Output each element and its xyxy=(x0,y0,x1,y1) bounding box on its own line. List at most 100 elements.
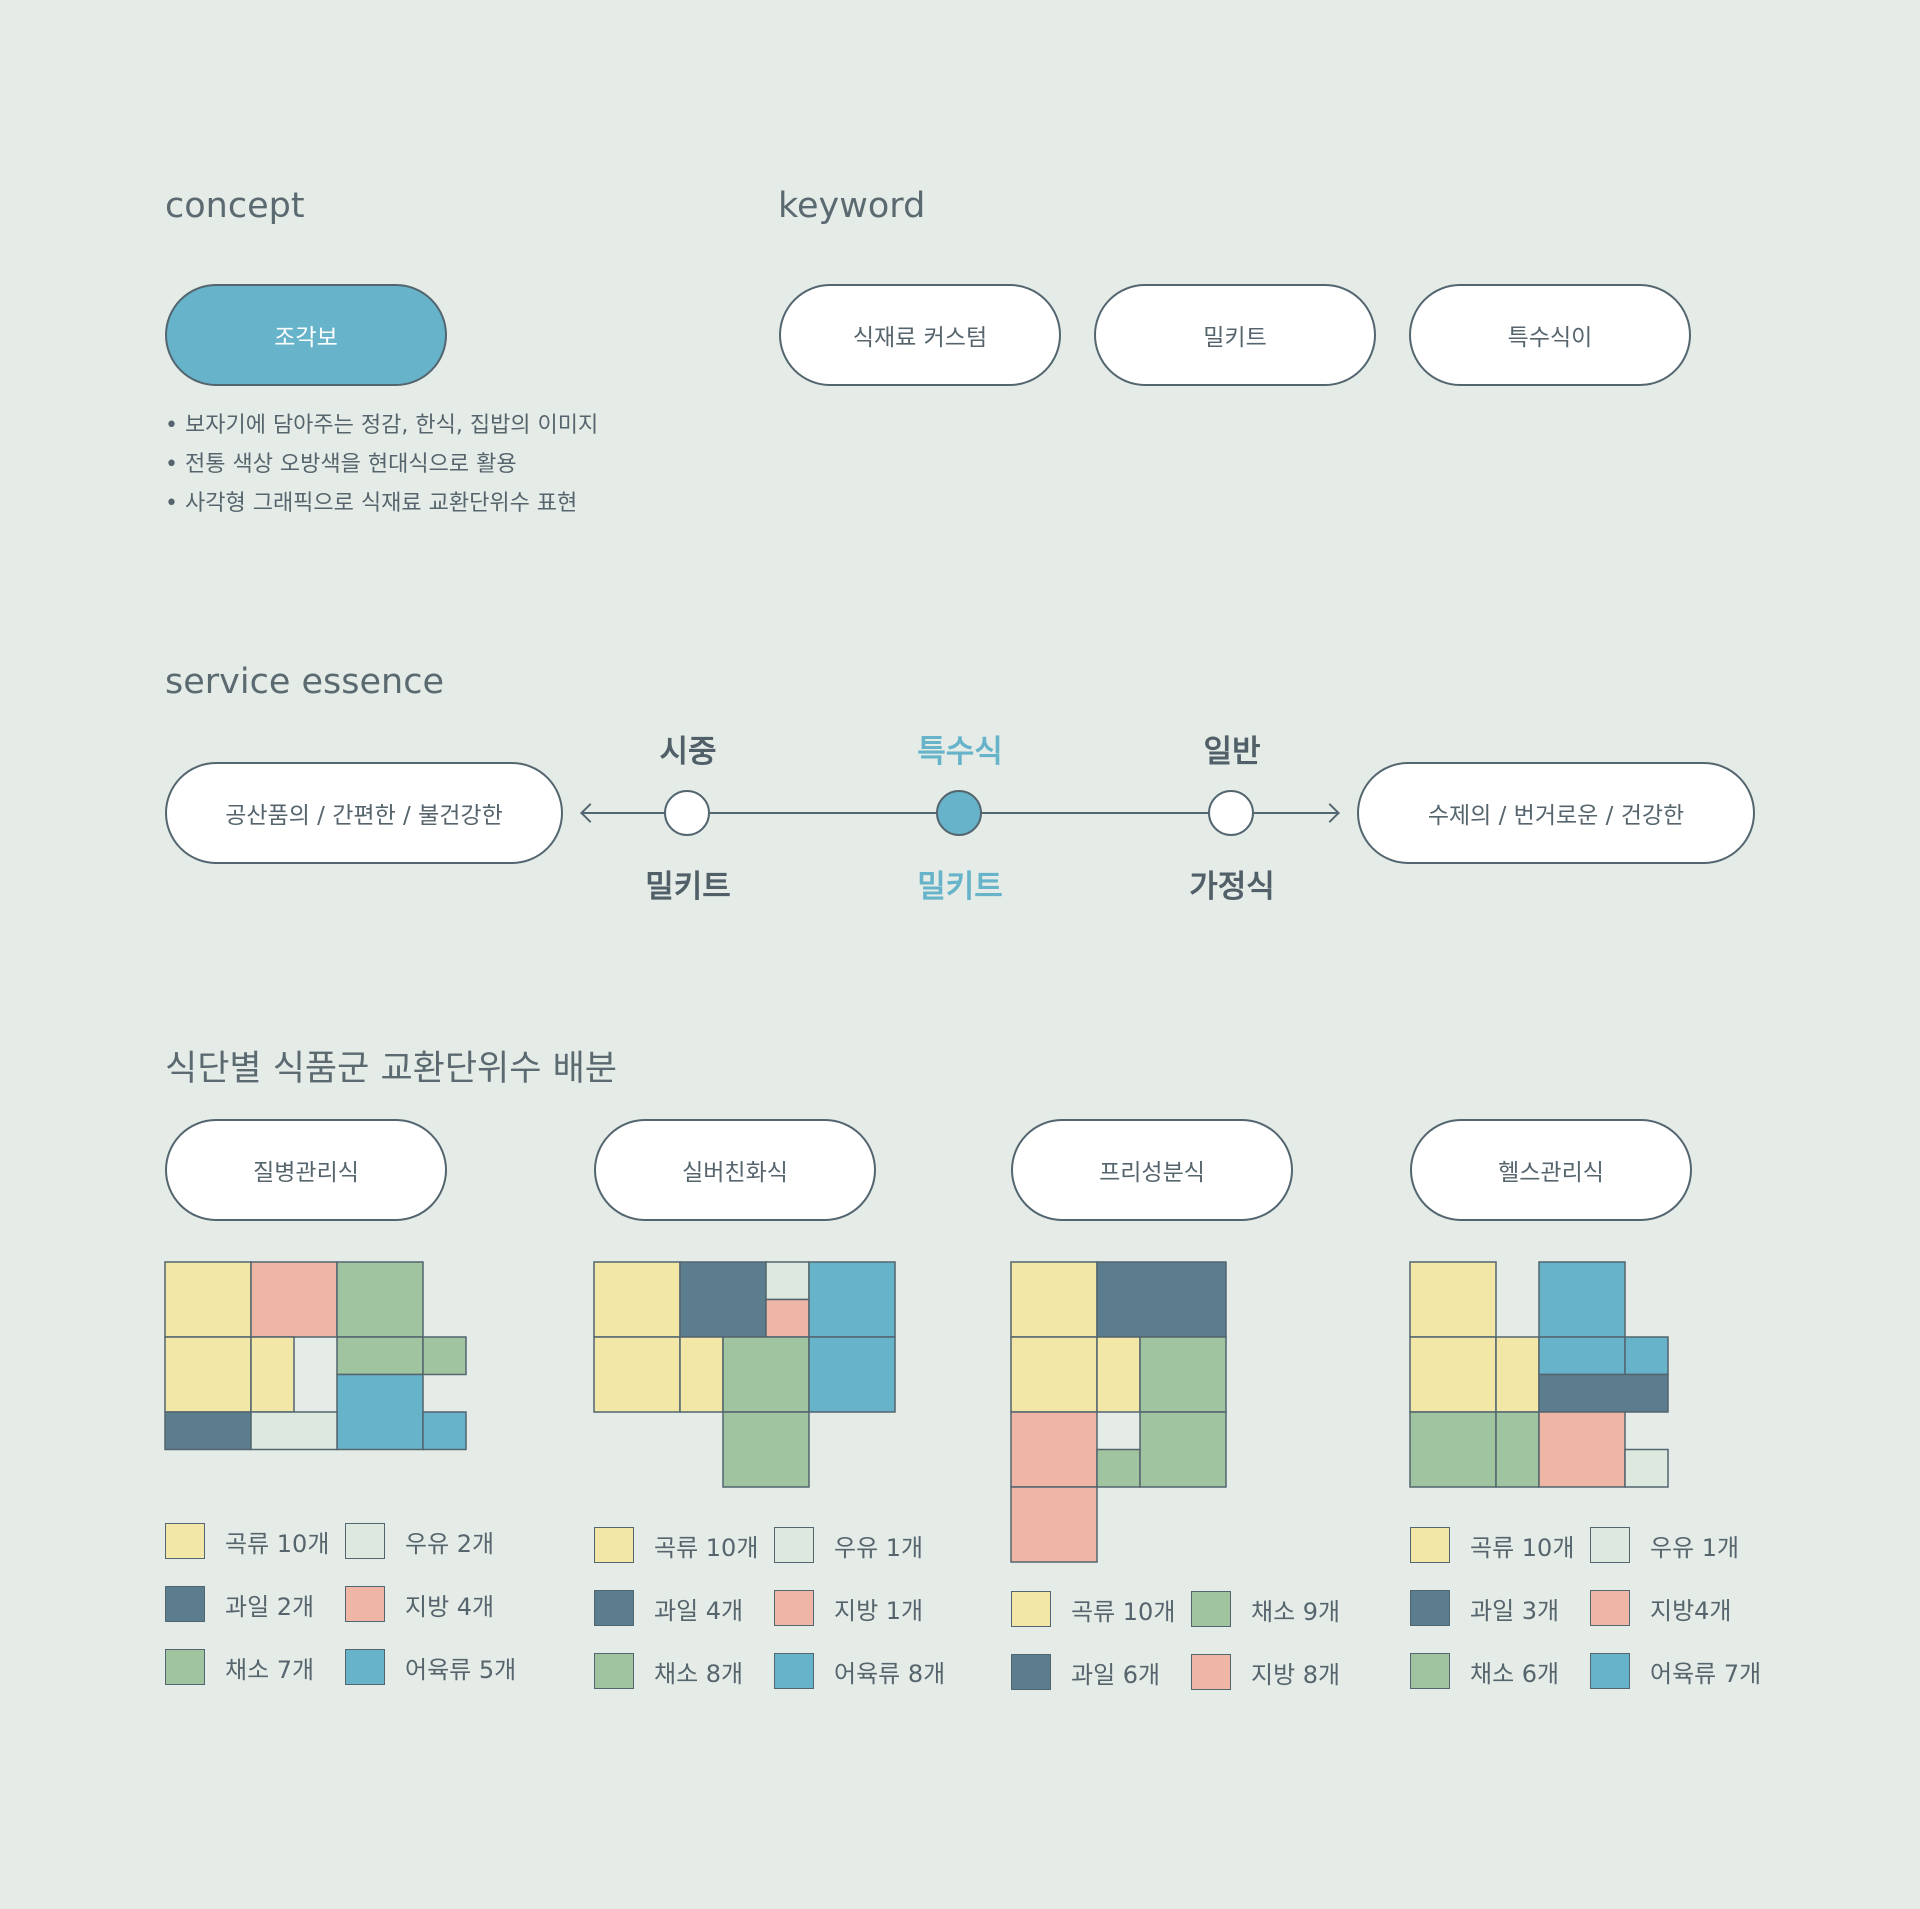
food-block-grain xyxy=(593,1336,681,1413)
diet-pill[interactable]: 헬스관리식 xyxy=(1410,1119,1692,1221)
legend-label: 채소 6개 xyxy=(1470,1659,1560,1688)
food-block-meat xyxy=(1624,1336,1669,1376)
food-block-veg xyxy=(336,1261,424,1338)
legend-item: 우유 1개 xyxy=(1590,1527,1739,1563)
legend-item: 곡류 10개 xyxy=(1011,1591,1175,1627)
legend-swatch-veg xyxy=(1410,1653,1450,1689)
legend-label: 지방 8개 xyxy=(1251,1660,1341,1689)
legend-label: 과일 2개 xyxy=(225,1592,315,1621)
food-block-dairy xyxy=(1624,1448,1669,1488)
legend-item: 곡류 10개 xyxy=(1410,1527,1574,1563)
food-block-fat xyxy=(250,1261,338,1338)
essence-right-pill: 수제의 / 번거로운 / 건강한 xyxy=(1357,762,1755,864)
food-block-fat xyxy=(765,1298,810,1338)
legend-swatch-grain xyxy=(594,1527,634,1563)
legend-swatch-dairy xyxy=(345,1523,385,1559)
legend-item: 우유 2개 xyxy=(345,1523,494,1559)
legend-item: 지방 8개 xyxy=(1191,1654,1340,1690)
legend-swatch-fat xyxy=(774,1590,814,1626)
food-block-meat xyxy=(422,1411,467,1451)
legend-item: 곡류 10개 xyxy=(594,1527,758,1563)
keyword-pill[interactable]: 특수식이 xyxy=(1409,284,1691,386)
food-block-dairy xyxy=(765,1261,810,1301)
essence-title: service essence xyxy=(165,662,444,702)
legend-item: 지방 4개 xyxy=(345,1586,494,1622)
legend-item: 채소 7개 xyxy=(165,1649,314,1685)
legend-swatch-meat xyxy=(774,1653,814,1689)
food-block-grain xyxy=(1010,1336,1098,1413)
legend-item: 지방4개 xyxy=(1590,1590,1732,1626)
legend-label: 채소 8개 xyxy=(654,1659,744,1688)
legend-swatch-dairy xyxy=(774,1527,814,1563)
food-block-fat xyxy=(1538,1411,1626,1488)
legend-label: 어육류 7개 xyxy=(1650,1659,1762,1688)
food-block-veg xyxy=(1139,1336,1227,1413)
keyword-pill[interactable]: 밀키트 xyxy=(1094,284,1376,386)
legend-item: 곡류 10개 xyxy=(165,1523,329,1559)
legend-label: 채소 7개 xyxy=(225,1655,315,1684)
legend-label: 어육류 5개 xyxy=(405,1655,517,1684)
food-block-veg xyxy=(722,1336,810,1413)
legend-label: 지방 4개 xyxy=(405,1592,495,1621)
diet-block-chart xyxy=(164,1261,467,1451)
essence-node-bottom-label: 밀키트 xyxy=(917,869,1003,905)
legend-swatch-fruit xyxy=(594,1590,634,1626)
legend-item: 과일 6개 xyxy=(1011,1654,1160,1690)
legend-swatch-fruit xyxy=(1011,1654,1051,1690)
diet-block-chart xyxy=(593,1261,896,1488)
legend-swatch-grain xyxy=(1410,1527,1450,1563)
legend-label: 우유 1개 xyxy=(834,1533,924,1562)
keyword-title: keyword xyxy=(778,186,926,226)
legend-label: 어육류 8개 xyxy=(834,1659,946,1688)
food-block-veg xyxy=(1409,1411,1497,1488)
food-block-dairy xyxy=(250,1411,338,1451)
food-block-veg xyxy=(336,1336,424,1376)
distribution-title: 식단별 식품군 교환단위수 배분 xyxy=(165,1049,617,1089)
essence-node-bottom-label: 가정식 xyxy=(1189,869,1275,905)
food-block-veg xyxy=(1139,1411,1227,1488)
legend-swatch-meat xyxy=(345,1649,385,1685)
diet-pill[interactable]: 질병관리식 xyxy=(165,1119,447,1221)
food-block-grain xyxy=(250,1336,295,1413)
legend-label: 과일 4개 xyxy=(654,1596,744,1625)
diet-pill[interactable]: 실버친화식 xyxy=(594,1119,876,1221)
food-block-fruit xyxy=(679,1261,767,1338)
food-block-fruit xyxy=(1096,1261,1227,1338)
legend-item: 과일 4개 xyxy=(594,1590,743,1626)
legend-label: 우유 2개 xyxy=(405,1529,495,1558)
legend-label: 우유 1개 xyxy=(1650,1533,1740,1562)
food-block-grain xyxy=(1409,1336,1497,1413)
essence-left-pill: 공산품의 / 간편한 / 불건강한 xyxy=(165,762,563,864)
legend-label: 곡류 10개 xyxy=(225,1529,330,1558)
essence-node-top-label: 특수식 xyxy=(917,734,1003,770)
essence-node-highlight xyxy=(936,790,982,836)
keyword-pill[interactable]: 식재료 커스텀 xyxy=(779,284,1061,386)
legend-item: 어육류 5개 xyxy=(345,1649,516,1685)
essence-node-top-label: 일반 xyxy=(1203,734,1261,770)
food-block-fruit xyxy=(1538,1373,1669,1413)
legend-swatch-grain xyxy=(1011,1591,1051,1627)
diet-block-chart xyxy=(1010,1261,1227,1563)
legend-label: 지방 1개 xyxy=(834,1596,924,1625)
concept-pill[interactable]: 조각보 xyxy=(165,284,447,386)
food-block-meat xyxy=(808,1261,896,1338)
diet-pill[interactable]: 프리성분식 xyxy=(1011,1119,1293,1221)
legend-item: 채소 6개 xyxy=(1410,1653,1559,1689)
food-block-fat xyxy=(1010,1411,1098,1488)
legend-swatch-veg xyxy=(165,1649,205,1685)
legend-label: 과일 3개 xyxy=(1470,1596,1560,1625)
legend-item: 어육류 7개 xyxy=(1590,1653,1761,1689)
food-block-grain xyxy=(164,1336,252,1413)
concept-bullet: 전통 색상 오방색을 현대식으로 활용 xyxy=(165,445,598,484)
legend-swatch-grain xyxy=(165,1523,205,1559)
concept-bullets: 보자기에 담아주는 정감, 한식, 집밥의 이미지 전통 색상 오방색을 현대식… xyxy=(165,406,598,523)
legend-swatch-fat xyxy=(1191,1654,1231,1690)
food-block-veg xyxy=(1096,1448,1141,1488)
legend-label: 곡류 10개 xyxy=(654,1533,759,1562)
concept-bullet: 보자기에 담아주는 정감, 한식, 집밥의 이미지 xyxy=(165,406,598,445)
essence-node xyxy=(1208,790,1254,836)
legend-item: 우유 1개 xyxy=(774,1527,923,1563)
legend-item: 어육류 8개 xyxy=(774,1653,945,1689)
legend-item: 채소 9개 xyxy=(1191,1591,1340,1627)
legend-label: 과일 6개 xyxy=(1071,1660,1161,1689)
